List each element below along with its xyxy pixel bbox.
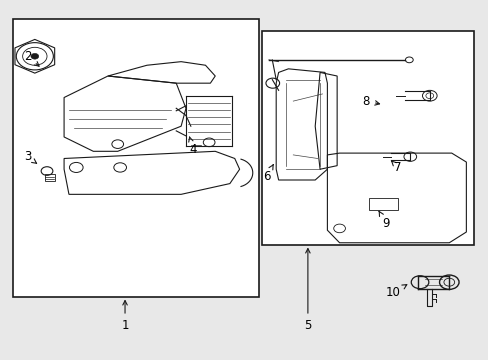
Text: 10: 10 [385,285,406,300]
Bar [261,31,473,244]
Text: 9: 9 [378,211,389,230]
Circle shape [31,53,39,59]
Text: 8: 8 [362,95,379,108]
Text: 4: 4 [188,137,197,156]
Text: 5: 5 [304,248,311,332]
Text: 7: 7 [390,161,401,174]
Text: 6: 6 [262,165,273,183]
Text: 3: 3 [24,150,37,163]
Bar [13,19,259,297]
Bar [44,174,55,181]
Text: 2: 2 [24,50,39,66]
Text: 1: 1 [121,301,128,332]
Bar [368,198,397,211]
